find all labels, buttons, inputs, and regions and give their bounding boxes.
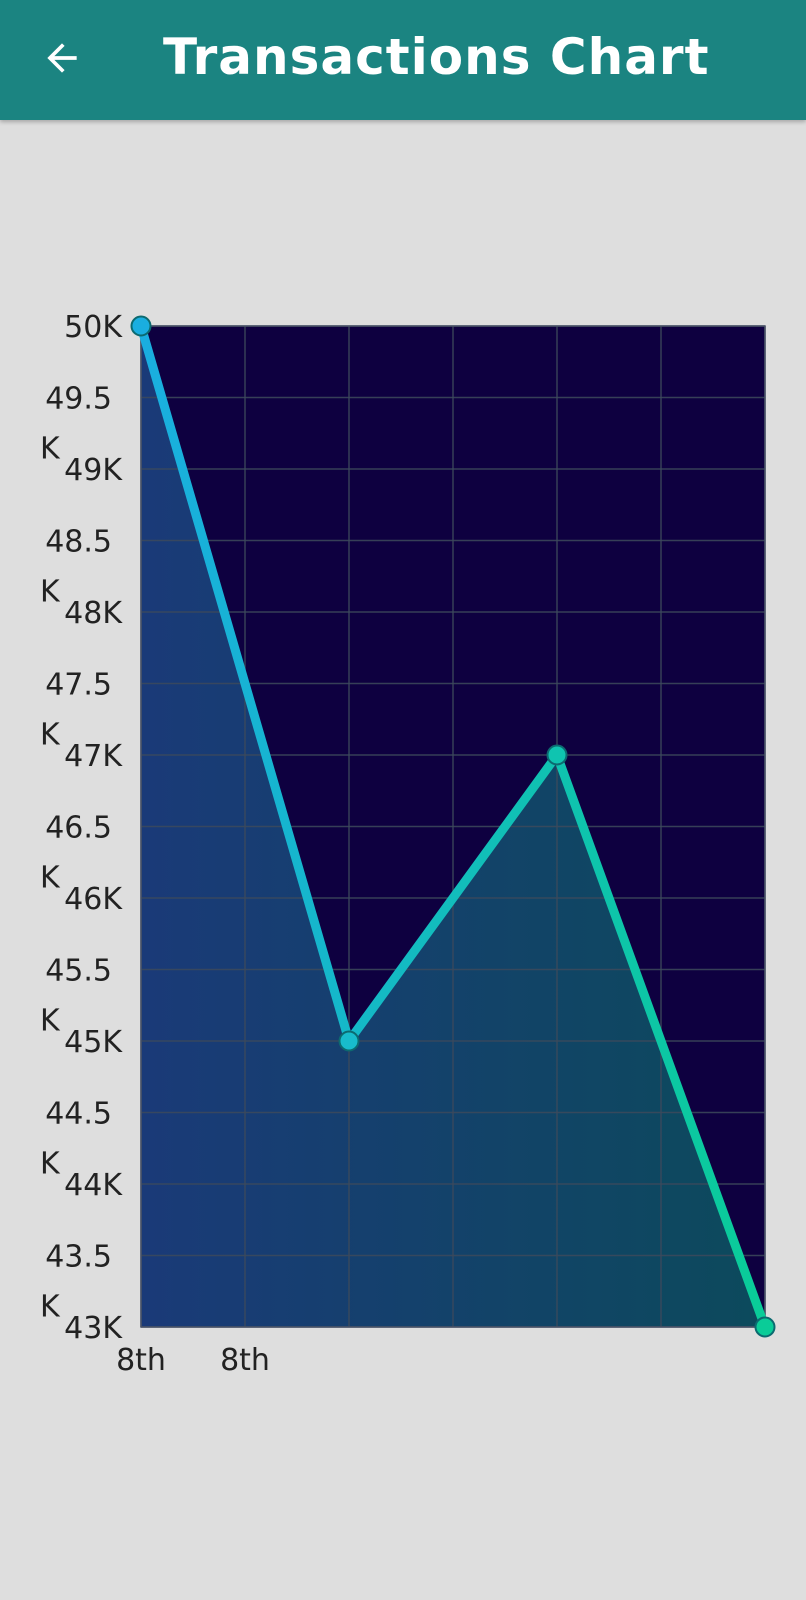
page-title: Transactions Chart [163, 28, 710, 86]
y-tick-label: 47K [64, 739, 123, 774]
y-tick-label: 50K [64, 310, 123, 345]
x-tick-label: 8th [220, 1343, 270, 1378]
y-tick-label: 43K [64, 1311, 123, 1346]
y-tick-label: 46K [64, 882, 123, 917]
app-bar: Transactions Chart [0, 0, 806, 120]
arrow-left-icon [47, 43, 77, 73]
y-tick-label: 44.5 K [40, 1097, 112, 1182]
data-point[interactable] [130, 315, 152, 337]
y-tick-label: 49K [64, 453, 123, 488]
y-tick-label: 45.5 K [40, 954, 112, 1039]
y-tick-label: 45K [64, 1025, 123, 1060]
y-tick-label: 48K [64, 596, 123, 631]
series-line [136, 321, 770, 1332]
data-point[interactable] [546, 744, 568, 766]
y-tick-label: 44K [64, 1168, 123, 1203]
y-tick-label: 48.5 K [40, 525, 112, 610]
y-tick-label: 43.5 K [40, 1240, 112, 1325]
area-fill [141, 326, 765, 1327]
x-tick-label: 8th [116, 1343, 166, 1378]
y-tick-label: 46.5 K [40, 811, 112, 896]
data-point[interactable] [754, 1316, 776, 1338]
y-tick-label: 47.5 K [40, 668, 112, 753]
plot-border [140, 325, 766, 1328]
back-button[interactable] [30, 26, 94, 90]
data-point[interactable] [338, 1030, 360, 1052]
y-tick-label: 49.5 K [40, 382, 112, 467]
